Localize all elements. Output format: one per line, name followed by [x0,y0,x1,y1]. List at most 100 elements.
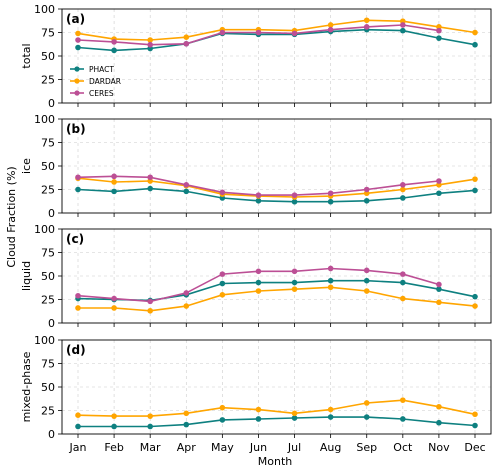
panel-3: 0 25 50 75 100 liquid (c) [20,223,492,330]
data-point [327,22,334,28]
data-point [147,41,153,48]
panel-2: 0 25 50 75 100 ice (b) [20,113,492,220]
data-point [183,188,190,195]
figure-x-axis-label: Month [258,455,293,468]
panel-y-axis-label: ice [20,158,33,174]
data-point [436,190,442,197]
series-phact [75,414,478,430]
data-point [111,305,117,311]
y-tick-label: 100 [34,334,55,347]
y-tick-label: 25 [41,405,55,418]
data-point [472,422,478,429]
x-tick-label: Feb [104,441,123,454]
data-point [400,182,406,188]
series-line [78,286,476,312]
x-tick-label: Jul [287,441,301,454]
x-tick-label: Jun [249,441,267,454]
data-point [472,293,478,300]
figure-y-axis-label: Cloud Fraction (%) [5,166,18,267]
data-point [291,268,298,275]
data-point [363,186,370,193]
data-point [219,292,226,298]
y-tick-label: 75 [41,358,55,371]
data-point [147,423,153,430]
legend-label: CERES [89,89,114,98]
series-line [78,416,476,428]
data-point [436,299,442,306]
series-phact [75,185,478,205]
data-point [255,288,262,294]
legend-swatch-marker [74,66,80,72]
data-point [75,412,81,419]
data-point [327,414,334,420]
data-point [255,279,262,286]
data-point [363,277,370,284]
data-point [255,406,262,413]
data-point [400,295,406,302]
data-point [219,404,226,411]
x-tick-label: Aug [320,441,341,454]
panel-tag: (a) [66,12,85,26]
data-point [472,41,478,48]
legend-swatch-marker [74,78,80,84]
series-line [77,177,476,198]
data-point [219,29,226,36]
data-point [436,27,442,34]
data-point [111,39,117,45]
panel-tag: (c) [66,232,84,246]
data-point [400,271,406,277]
x-tick-label: Nov [428,441,450,454]
legend-swatch-marker [74,90,80,96]
data-point [363,17,370,24]
y-tick-label: 75 [41,247,55,260]
x-tick-label: Jan [69,441,87,454]
data-point [363,400,370,406]
data-point [327,284,334,291]
data-point [255,268,262,275]
data-point [255,197,262,204]
data-point [75,305,81,311]
data-point [327,190,334,197]
x-tick-label: Sep [356,441,377,454]
data-point [472,411,478,418]
data-point [147,37,153,43]
data-point [291,415,298,421]
data-point [363,24,370,30]
plot-frame [61,339,492,435]
data-point [75,30,81,37]
data-point [75,423,81,430]
panel-tag: (d) [66,343,86,357]
data-point [147,413,153,419]
data-point [436,403,442,410]
data-point [291,198,298,205]
data-point [183,182,190,188]
legend: PHACT DARDAR CERES [70,65,121,98]
data-point [400,279,406,286]
data-point [400,186,406,193]
data-point [436,178,442,184]
series-line [77,399,476,417]
data-point [111,295,117,302]
y-tick-label: 100 [34,113,55,126]
data-point [291,30,298,37]
data-point [219,189,226,196]
y-tick-label: 0 [48,207,55,220]
data-point [147,307,153,314]
series-line [77,28,476,52]
y-tick-label: 0 [48,317,55,330]
legend-label: DARDAR [89,77,121,86]
y-tick-label: 50 [41,50,55,63]
data-point [183,303,190,309]
series-ceres [75,265,442,305]
series-ceres [75,22,442,48]
data-point [472,176,478,182]
data-point [111,179,117,185]
data-point [400,416,406,422]
data-point [472,187,478,194]
data-point [291,279,298,286]
x-tick-label: May [211,441,234,454]
series-dardar [75,17,478,43]
x-tick-label: Apr [177,441,197,454]
y-tick-label: 25 [41,74,55,87]
